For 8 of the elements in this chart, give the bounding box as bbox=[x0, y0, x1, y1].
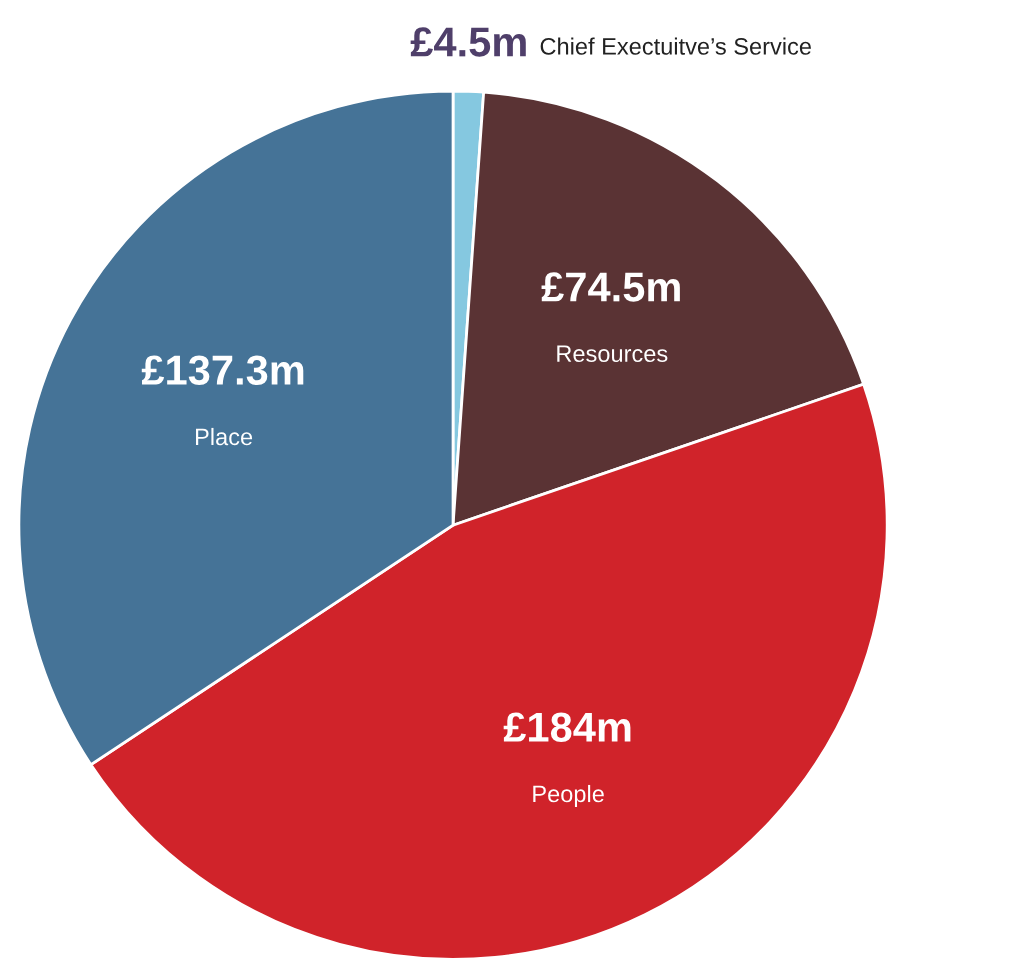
data-label: £184m bbox=[503, 712, 631, 742]
data-label: £137.3m bbox=[141, 355, 304, 385]
slice-label: People bbox=[533, 784, 604, 807]
data-label: £74.5m bbox=[541, 272, 680, 302]
data-label: £4.5m bbox=[410, 27, 526, 57]
slice-label: Resources bbox=[557, 345, 668, 363]
slice-label: Chief Exectuitve’s Service bbox=[540, 37, 811, 55]
slice-label: Place bbox=[196, 427, 253, 446]
